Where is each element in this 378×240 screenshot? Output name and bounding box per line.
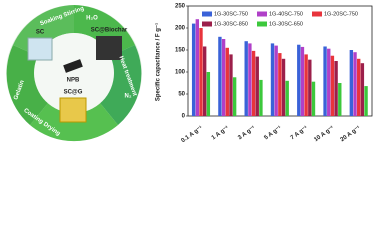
bar (221, 39, 226, 116)
bar (259, 79, 263, 116)
legend-label: 1G-30SC-750 (214, 11, 248, 17)
scg-cube (59, 97, 87, 123)
y-tick-label: 150 (175, 48, 186, 54)
label: SC@G (64, 90, 83, 96)
legend-swatch (202, 11, 212, 17)
bar (248, 43, 252, 116)
x-tick-label: 10 A g⁻¹ (313, 124, 336, 143)
npb-flakes (63, 59, 83, 73)
label: H₂O (86, 16, 98, 22)
bar (281, 58, 286, 116)
bar (195, 19, 200, 117)
label: SC@Biochar (91, 28, 128, 34)
legend-label: 1G-40SC-750 (269, 11, 303, 17)
bar (327, 48, 331, 116)
x-tick-label: 1 A g⁻¹ (210, 124, 230, 141)
label: NPB (67, 78, 80, 84)
bar (218, 36, 222, 116)
bar (225, 47, 229, 116)
bar (199, 28, 203, 116)
bar (232, 77, 237, 116)
legend-swatch (257, 11, 267, 17)
bar (311, 81, 316, 116)
x-tick-label: 0.1 A g⁻¹ (180, 124, 204, 144)
bar (360, 63, 365, 116)
bar (338, 83, 342, 116)
bar (349, 50, 354, 116)
arrow-segment (6, 45, 48, 125)
label: N₂ (125, 94, 132, 100)
bar (323, 46, 327, 117)
biochar-cube (96, 36, 122, 60)
legend-label: 1G-20SC-750 (324, 11, 358, 17)
bar (357, 58, 361, 116)
y-tick-label: 250 (175, 4, 186, 10)
x-tick-label: 20 A g⁻¹ (339, 124, 362, 143)
arrow-segment (100, 45, 142, 125)
process-diagram: SC SC@Biochar NPB SC@G H₂O N₂ Heat treat… (6, 5, 142, 142)
x-tick-label: 7 A g⁻¹ (289, 124, 309, 141)
y-tick-label: 200 (175, 26, 186, 32)
legend-label: 1G-30SC-850 (214, 21, 248, 27)
inner-circle (34, 33, 114, 113)
bar (255, 56, 259, 116)
y-axis-title: Specific capacitance / F g⁻¹ (155, 23, 162, 101)
x-tick-label: 5 A g⁻¹ (263, 124, 283, 141)
bar (191, 23, 196, 117)
y-tick-label: 50 (178, 92, 185, 98)
legend-swatch (312, 11, 322, 17)
y-tick-label: 100 (175, 70, 186, 76)
bar (229, 54, 233, 116)
bar (270, 43, 275, 116)
bar (278, 53, 282, 116)
bar (251, 50, 256, 116)
x-tick-label: 3 A g⁻¹ (237, 124, 257, 141)
bar (364, 86, 368, 116)
legend-swatch (202, 21, 212, 27)
legend-swatch (257, 21, 267, 27)
bar (304, 54, 308, 116)
bar (308, 59, 312, 116)
y-tick-label: 0 (182, 114, 186, 120)
bar (206, 72, 211, 116)
label: SC (36, 30, 45, 36)
bar (297, 44, 301, 116)
bar (330, 55, 335, 116)
bar (285, 80, 289, 116)
bar (274, 45, 278, 116)
legend-label: 1G-30SC-650 (269, 21, 303, 27)
sc-cube (27, 37, 53, 61)
page: SC SC@Biochar NPB SC@G H₂O N₂ Heat treat… (6, 4, 373, 144)
bar (202, 46, 207, 117)
bar (353, 52, 357, 116)
bar (244, 41, 248, 117)
bar (300, 46, 305, 116)
bar (334, 61, 338, 116)
